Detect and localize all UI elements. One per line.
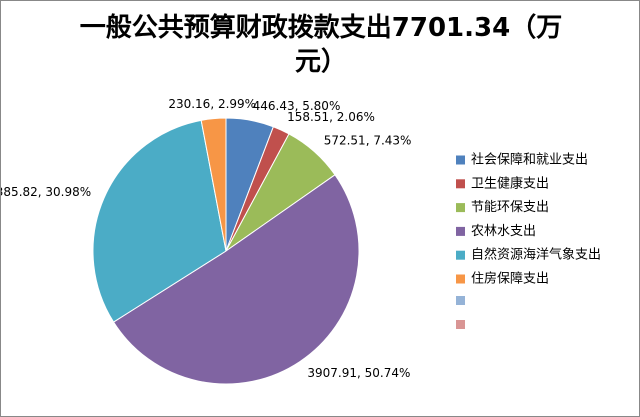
legend-swatch (456, 226, 465, 236)
legend-swatch (456, 203, 465, 213)
legend-label: 卫生健康支出 (471, 175, 549, 191)
legend-swatch (456, 155, 465, 165)
pie-slice (92, 119, 227, 323)
pie-slice (112, 174, 360, 385)
data-label: 2385.82, 30.98% (1, 185, 91, 199)
data-label: 230.16, 2.99% (168, 97, 256, 111)
legend-swatch (456, 296, 465, 305)
legend-swatch (456, 179, 465, 189)
pie-slice (200, 117, 227, 252)
legend-label: 农林水支出 (471, 224, 536, 239)
legend-swatch (456, 250, 465, 260)
legend-swatch (456, 320, 465, 329)
data-label: 158.51, 2.06% (287, 110, 375, 124)
legend-swatch (456, 274, 465, 284)
data-label: 3907.91, 50.74% (307, 366, 410, 380)
chart-title: 一般公共预算财政拨款支出7701.34（万元） (79, 13, 563, 77)
legend-label: 自然资源海洋气象支出 (471, 247, 601, 263)
legend-label: 节能环保支出 (471, 200, 549, 215)
legend-label: 住房保障支出 (471, 271, 549, 287)
legend-label: 社会保障和就业支出 (471, 152, 588, 168)
data-label: 572.51, 7.43% (324, 134, 412, 148)
data-label: 446.43, 5.80% (253, 99, 341, 113)
